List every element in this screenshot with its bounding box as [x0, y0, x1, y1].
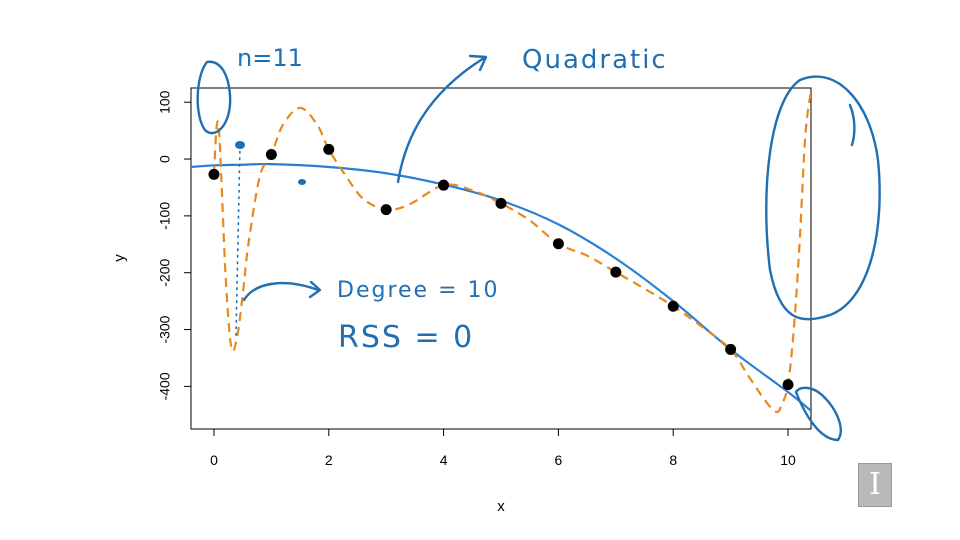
data-point [725, 343, 737, 355]
x-tick-label: 10 [780, 452, 796, 468]
quadratic-label: Quadratic [522, 45, 668, 75]
brand-logo: I [858, 463, 892, 507]
circle-right-overshoot [765, 75, 881, 321]
fit-lines [191, 90, 811, 414]
plot-frame [190, 87, 812, 430]
data-point [438, 179, 450, 191]
y-tick-label: 0 [157, 155, 173, 163]
circle-left-overshoot [196, 60, 232, 135]
degree-label: Degree = 10 [337, 278, 500, 303]
residual-dot-2 [298, 179, 306, 185]
x-axis-title: x [497, 498, 505, 515]
x-tick-label: 4 [440, 452, 448, 468]
circle-right-tail [848, 103, 856, 147]
x-tick-label: 2 [325, 452, 333, 468]
axes: 0 2 4 6 8 10 100 0 -100 -200 -300 -400 [157, 90, 796, 468]
arrow-to-quadratic-head [468, 54, 488, 72]
arrow-to-dip-head [308, 280, 322, 299]
data-point [265, 148, 277, 160]
residual-dot-1 [235, 141, 245, 149]
y-tick-label: -400 [157, 372, 173, 400]
n-label: n=11 [237, 44, 303, 72]
arrow-to-dip [242, 281, 320, 302]
degree-10-fit-line [212, 90, 811, 414]
data-point [667, 300, 679, 312]
data-point [380, 204, 392, 216]
data-point [782, 379, 794, 391]
arrow-to-quadratic [396, 56, 486, 184]
data-point [208, 168, 220, 180]
y-axis-title: y [111, 254, 128, 262]
x-tick-label: 8 [669, 452, 677, 468]
circle-right-bottom [794, 386, 842, 442]
dotted-residual [235, 144, 241, 336]
x-tick-label: 0 [210, 452, 218, 468]
handwritten-annotations: n=11 Quadratic Degree = 10 RSS = 0 [196, 44, 881, 442]
data-point [323, 143, 335, 155]
y-tick-label: -300 [157, 315, 173, 343]
y-tick-label: 100 [157, 90, 173, 114]
rss-label: RSS = 0 [338, 320, 474, 355]
y-tick-label: -200 [157, 258, 173, 286]
data-point [610, 266, 622, 278]
y-tick-label: -100 [157, 202, 173, 230]
data-point [552, 238, 564, 250]
data-point [495, 197, 507, 209]
data-points [208, 143, 794, 391]
x-tick-label: 6 [555, 452, 563, 468]
